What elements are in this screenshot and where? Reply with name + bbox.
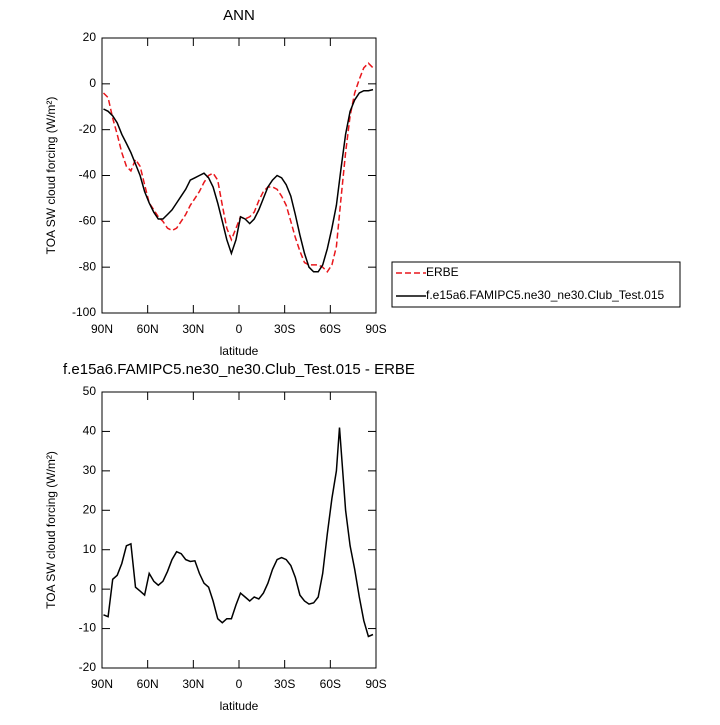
y-tick-label: 0: [89, 76, 96, 90]
y-tick-label: -40: [79, 168, 97, 182]
y-tick-label: 0: [89, 581, 96, 595]
x-axis-label: latitude: [220, 699, 259, 713]
chart-title: f.e15a6.FAMIPC5.ne30_ne30.Club_Test.015 …: [63, 361, 415, 378]
x-axis-label: latitude: [220, 344, 259, 358]
y-tick-label: -80: [79, 259, 97, 273]
y-tick-label: -100: [72, 305, 96, 319]
data-line: [102, 62, 374, 273]
legend-label: f.e15a6.FAMIPC5.ne30_ne30.Club_Test.015: [426, 288, 664, 302]
y-axis-label: TOA SW cloud forcing (W/m²): [44, 97, 58, 255]
legend-box: [391, 261, 681, 308]
x-tick-label: 30S: [274, 322, 295, 336]
x-tick-label: 90S: [365, 677, 386, 691]
y-tick-label: -20: [79, 122, 97, 136]
x-tick-label: 90N: [91, 677, 113, 691]
x-tick-label: 60N: [137, 322, 159, 336]
x-tick-label: 60S: [320, 677, 341, 691]
x-tick-label: 0: [236, 677, 243, 691]
plot-frame: [101, 37, 377, 314]
x-tick-label: 0: [236, 322, 243, 336]
x-tick-label: 90S: [365, 322, 386, 336]
y-tick-label: 20: [83, 30, 97, 44]
x-tick-label: 90N: [91, 322, 113, 336]
y-tick-label: 10: [83, 542, 97, 556]
y-tick-label: 20: [83, 502, 97, 516]
y-tick-label: 40: [83, 424, 97, 438]
y-tick-label: -20: [79, 660, 97, 674]
x-tick-label: 30N: [182, 677, 204, 691]
chart-title: ANN: [223, 7, 255, 24]
legend-label: ERBE: [426, 265, 459, 279]
data-line: [103, 88, 374, 273]
x-tick-label: 30S: [274, 677, 295, 691]
y-axis-label: TOA SW cloud forcing (W/m²): [44, 451, 58, 609]
y-tick-label: -10: [79, 621, 97, 635]
x-tick-label: 30N: [182, 322, 204, 336]
y-tick-label: -60: [79, 214, 97, 228]
x-tick-label: 60S: [320, 322, 341, 336]
x-tick-label: 60N: [137, 677, 159, 691]
plot-frame: [101, 391, 377, 669]
data-line: [103, 427, 374, 638]
y-tick-label: 30: [83, 463, 97, 477]
y-tick-label: 50: [83, 384, 97, 398]
